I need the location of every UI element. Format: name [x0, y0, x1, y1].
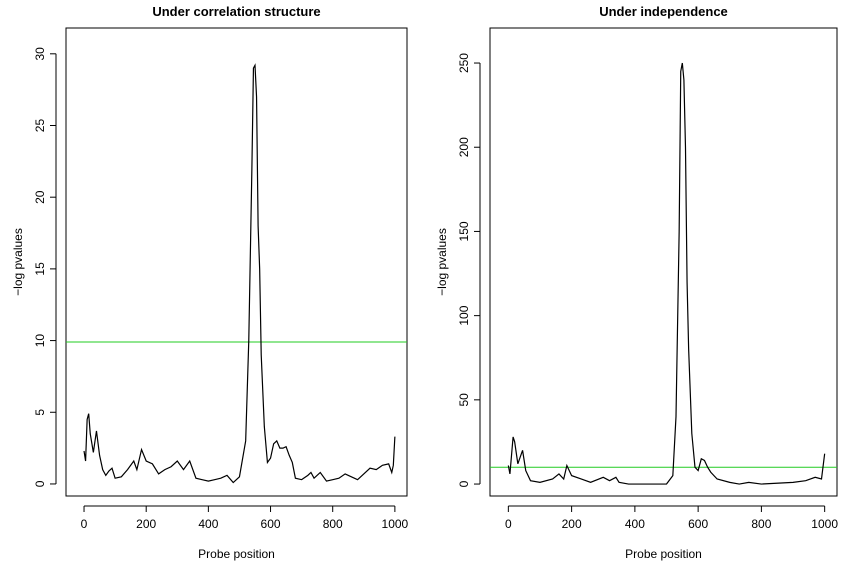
y-tick-label: 0 [457, 480, 471, 487]
data-line [507, 62, 826, 485]
x-tick-label: 600 [688, 517, 708, 531]
x-tick-label: 800 [323, 517, 343, 531]
x-tick-label: 1000 [811, 517, 838, 531]
y-tick-label: 15 [33, 262, 47, 276]
y-tick-label: 250 [457, 53, 471, 73]
y-tick-label: 50 [457, 393, 471, 407]
x-tick-label: 400 [198, 517, 218, 531]
plot-frame [489, 27, 838, 497]
x-tick-label: 600 [261, 517, 281, 531]
y-axis-label: −log pvalues [435, 228, 449, 296]
x-tick-label: 0 [505, 517, 512, 531]
chart-title: Under correlation structure [152, 4, 320, 19]
data-line [83, 63, 396, 484]
x-tick-label: 200 [136, 517, 156, 531]
y-tick-label: 30 [33, 47, 47, 61]
x-tick-label: 200 [562, 517, 582, 531]
y-tick-label: 0 [33, 480, 47, 487]
y-axis-label: −log pvalues [11, 228, 25, 296]
y-tick-label: 20 [33, 190, 47, 204]
x-tick-label: 0 [81, 517, 88, 531]
x-axis-label: Probe position [198, 547, 275, 561]
y-tick-label: 200 [457, 137, 471, 157]
y-tick-label: 150 [457, 221, 471, 241]
x-axis-label: Probe position [625, 547, 702, 561]
y-tick-label: 25 [33, 119, 47, 133]
y-tick-label: 10 [33, 334, 47, 348]
y-tick-label: 5 [33, 409, 47, 416]
chart-title: Under independence [599, 4, 728, 19]
x-tick-label: 400 [625, 517, 645, 531]
y-tick-label: 100 [457, 305, 471, 325]
x-tick-label: 800 [751, 517, 771, 531]
x-tick-label: 1000 [382, 517, 409, 531]
plot-frame [65, 27, 408, 497]
